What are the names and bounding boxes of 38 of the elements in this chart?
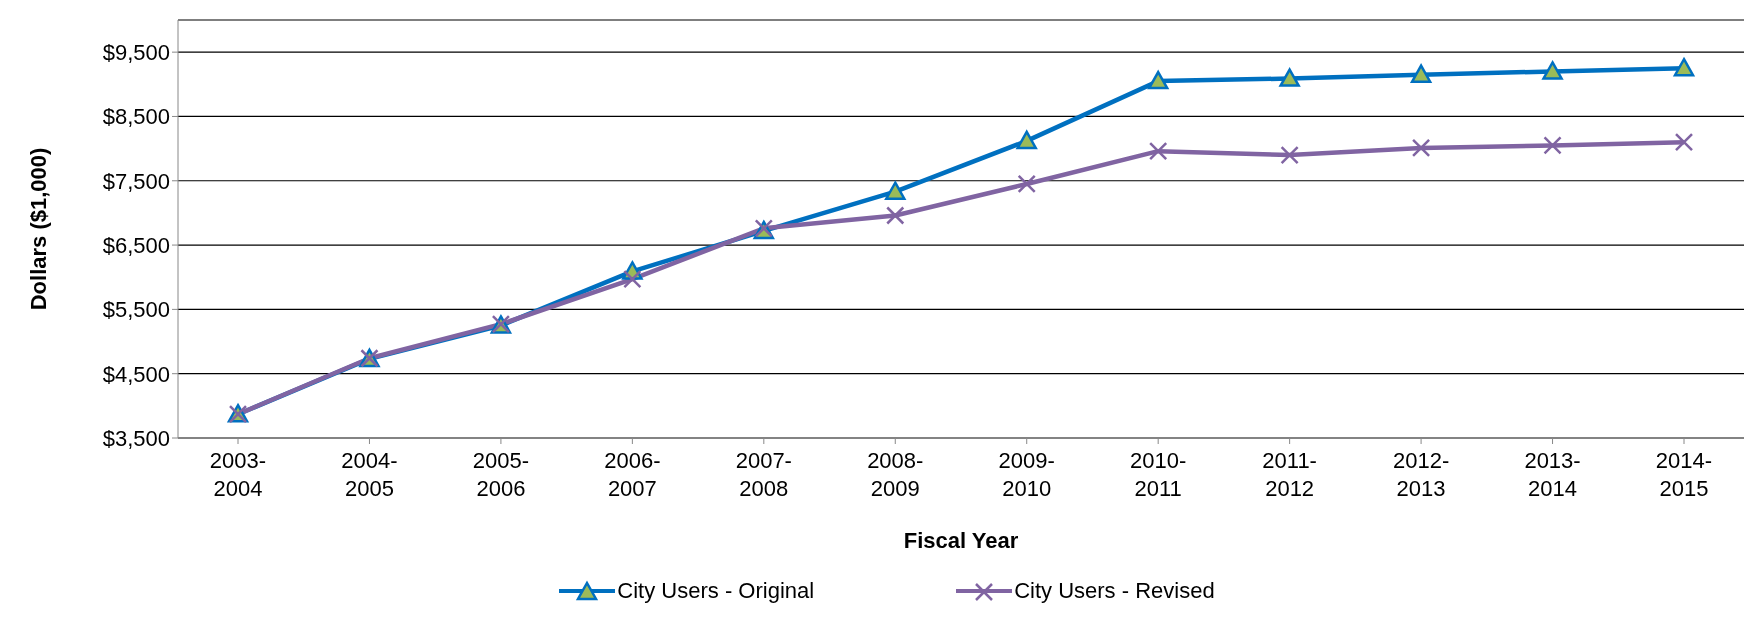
- x-tick-label: 2010- 2011: [1130, 448, 1187, 501]
- x-tick-label: 2006- 2007: [604, 448, 661, 501]
- y-tick-label: $9,500: [102, 39, 170, 65]
- y-tick-label: $7,500: [102, 168, 170, 194]
- point: [1147, 70, 1169, 90]
- point: [886, 206, 905, 225]
- x-tick-label: 2011- 2012: [1262, 448, 1317, 501]
- point: [1280, 145, 1299, 165]
- x-tick-label: 2005- 2006: [472, 448, 530, 501]
- y-tick-label: $3,500: [102, 425, 170, 451]
- y-axis-title: Dollars ($1,000): [25, 147, 51, 311]
- point: [1411, 138, 1431, 158]
- legend-label: City Users - Original: [617, 578, 815, 604]
- x-tick-label: 2004- 2005: [341, 448, 398, 501]
- y-tick-label: $8,500: [102, 104, 170, 130]
- point: [885, 181, 906, 200]
- x-tick-label: 2008- 2009: [867, 448, 924, 501]
- point: [1016, 130, 1037, 150]
- x-tick-label: 2009- 2010: [998, 448, 1055, 501]
- point: [1542, 61, 1563, 80]
- point: [1673, 57, 1695, 77]
- point: [1279, 68, 1300, 87]
- y-tick-label: $5,500: [102, 297, 170, 323]
- legend-label: City Users - Revised: [1014, 578, 1215, 604]
- point: [1017, 174, 1036, 194]
- x-tick-label: 2012- 2013: [1392, 448, 1450, 501]
- point: [1543, 136, 1562, 155]
- x-tick-label: 2014- 2015: [1655, 448, 1713, 501]
- point: [1410, 64, 1432, 83]
- point: [1148, 141, 1168, 161]
- y-tick-label: $4,500: [102, 361, 170, 387]
- x-tick-label: 2013- 2014: [1524, 448, 1581, 501]
- x-tick-label: 2003- 2004: [209, 448, 267, 501]
- point: [623, 269, 642, 289]
- x-axis-title: Fiscal Year: [903, 528, 1019, 553]
- point: [1674, 132, 1694, 152]
- y-tick-label: $6,500: [102, 232, 170, 258]
- x-tick-label: 2007- 2008: [735, 448, 792, 501]
